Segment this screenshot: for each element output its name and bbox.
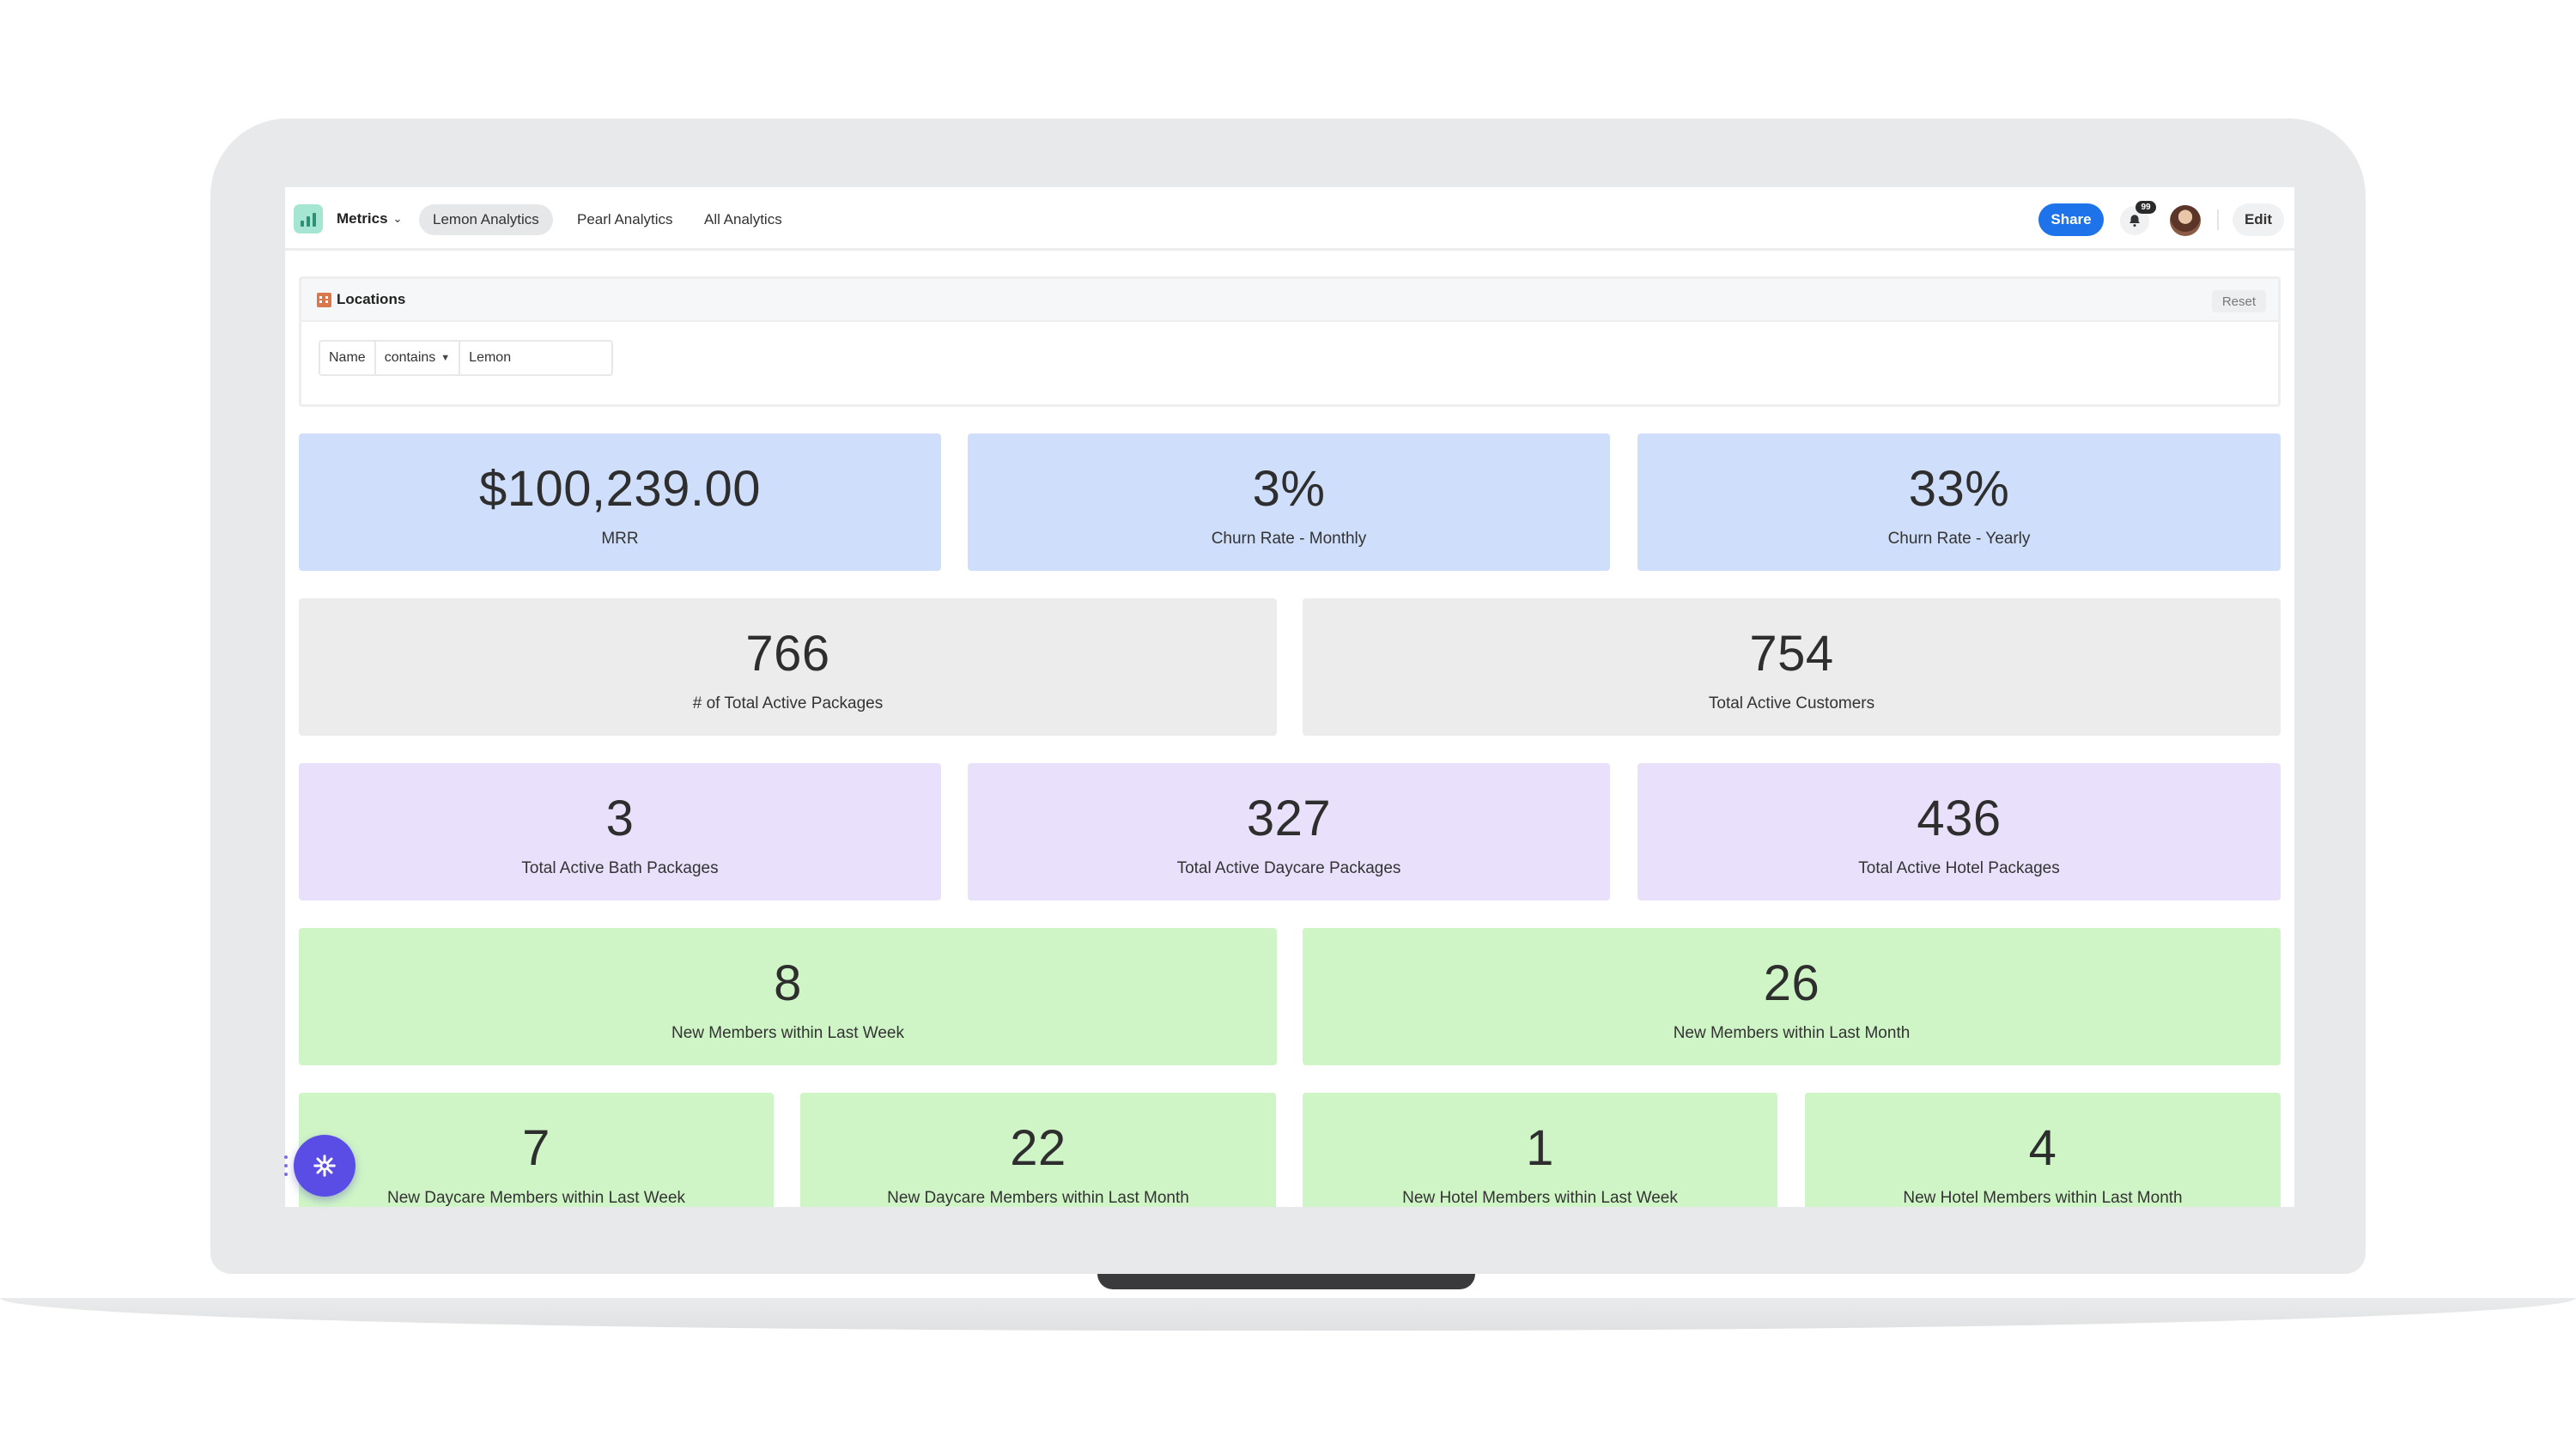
- filter-title-text: Locations: [337, 291, 406, 307]
- metric-card-total-customers: 754 Total Active Customers: [1303, 598, 2281, 736]
- metric-value: 3%: [1252, 461, 1326, 517]
- caret-down-icon: ▼: [440, 353, 451, 363]
- filter-title: Locations: [317, 291, 405, 308]
- metric-card-bath-packages: 3 Total Active Bath Packages: [299, 763, 941, 900]
- top-navigation-bar: Metrics ⌄ Lemon Analytics Pearl Analytic…: [285, 187, 2294, 251]
- reset-button[interactable]: Reset: [2211, 290, 2266, 312]
- metric-value: 8: [774, 955, 802, 1011]
- metric-value: $100,239.00: [478, 461, 762, 517]
- tab-label: Lemon Analytics: [433, 211, 539, 227]
- sparkle-icon: [313, 1155, 336, 1177]
- metric-label: New Hotel Members within Last Week: [1402, 1189, 1678, 1207]
- metric-value: 33%: [1908, 461, 2010, 517]
- user-avatar[interactable]: [2170, 205, 2201, 236]
- metric-card-mrr: $100,239.00 MRR: [299, 433, 941, 571]
- metric-label: New Daycare Members within Last Week: [386, 1189, 686, 1207]
- metric-label: Total Active Customers: [1708, 694, 1875, 712]
- metric-card-hotel-members-month: 4 New Hotel Members within Last Month: [1805, 1093, 2281, 1207]
- tab-pearl-analytics[interactable]: Pearl Analytics: [563, 204, 687, 235]
- metric-card-new-members-month: 26 New Members within Last Month: [1303, 928, 2281, 1065]
- bar-chart-logo-icon[interactable]: [294, 204, 323, 233]
- divider: [2217, 209, 2219, 230]
- metric-value: 7: [522, 1120, 550, 1176]
- metric-card-churn-yearly: 33% Churn Rate - Yearly: [1637, 433, 2281, 571]
- metric-label: MRR: [601, 530, 639, 548]
- tab-label: All Analytics: [704, 211, 782, 227]
- assistant-launcher-button[interactable]: [294, 1135, 355, 1197]
- locations-filter-panel: Locations Reset Name contains ▼ Lemon: [299, 276, 2281, 407]
- metric-value: 3: [605, 791, 635, 846]
- building-icon: [317, 292, 331, 307]
- metric-card-daycare-members-week: 7 New Daycare Members within Last Week: [299, 1093, 774, 1207]
- metric-label: New Hotel Members within Last Month: [1903, 1189, 2183, 1207]
- metric-card-hotel-packages: 436 Total Active Hotel Packages: [1637, 763, 2281, 900]
- metric-card-total-packages: 766 # of Total Active Packages: [299, 598, 1277, 736]
- metric-value: 22: [1010, 1120, 1066, 1176]
- metric-value: 327: [1246, 791, 1332, 846]
- filter-header: Locations Reset: [301, 279, 2278, 322]
- metric-label: New Daycare Members within Last Month: [887, 1189, 1189, 1207]
- laptop-base: [0, 1298, 2576, 1331]
- metric-label: New Members within Last Month: [1673, 1024, 1911, 1042]
- metric-label: New Members within Last Week: [671, 1024, 905, 1042]
- share-button[interactable]: Share: [2038, 203, 2104, 236]
- tab-label: Pearl Analytics: [577, 211, 673, 227]
- metric-card-daycare-members-month: 22 New Daycare Members within Last Month: [800, 1093, 1276, 1207]
- metric-label: # of Total Active Packages: [692, 694, 884, 712]
- metrics-menu[interactable]: Metrics ⌄: [337, 204, 402, 233]
- filter-operator-select[interactable]: contains ▼: [376, 342, 461, 374]
- filter-value-input[interactable]: Lemon: [469, 350, 512, 365]
- metric-label: Total Active Hotel Packages: [1858, 859, 2060, 877]
- metric-label: Total Active Bath Packages: [521, 859, 719, 877]
- metric-card-daycare-packages: 327 Total Active Daycare Packages: [968, 763, 1610, 900]
- bell-icon: [2129, 215, 2140, 227]
- metric-value: 4: [2028, 1120, 2057, 1176]
- tab-all-analytics[interactable]: All Analytics: [690, 204, 796, 235]
- metric-value: 436: [1917, 791, 2002, 846]
- edit-button[interactable]: Edit: [2233, 203, 2284, 236]
- widget-drag-handle[interactable]: [283, 1155, 289, 1176]
- filter-condition: Name contains ▼ Lemon: [319, 340, 614, 376]
- filter-operator-value: contains: [384, 350, 436, 365]
- laptop-notch: [1097, 1274, 1475, 1289]
- app-screen: Metrics ⌄ Lemon Analytics Pearl Analytic…: [285, 187, 2294, 1207]
- metric-card-churn-monthly: 3% Churn Rate - Monthly: [968, 433, 1610, 571]
- metric-label: Churn Rate - Yearly: [1887, 530, 2031, 548]
- metric-card-new-members-week: 8 New Members within Last Week: [299, 928, 1277, 1065]
- metric-value: 1: [1526, 1120, 1554, 1176]
- metric-card-hotel-members-week: 1 New Hotel Members within Last Week: [1303, 1093, 1777, 1207]
- metric-label: Total Active Daycare Packages: [1176, 859, 1401, 877]
- tab-lemon-analytics[interactable]: Lemon Analytics: [419, 204, 553, 235]
- filter-field[interactable]: Name: [320, 342, 376, 374]
- metric-value: 754: [1749, 626, 1834, 682]
- metrics-menu-label: Metrics: [337, 210, 388, 227]
- metric-value: 766: [745, 626, 830, 682]
- metric-value: 26: [1763, 955, 1820, 1011]
- chevron-down-icon: ⌄: [392, 212, 403, 225]
- metric-label: Churn Rate - Monthly: [1211, 530, 1367, 548]
- notification-count-badge: 99: [2136, 201, 2156, 214]
